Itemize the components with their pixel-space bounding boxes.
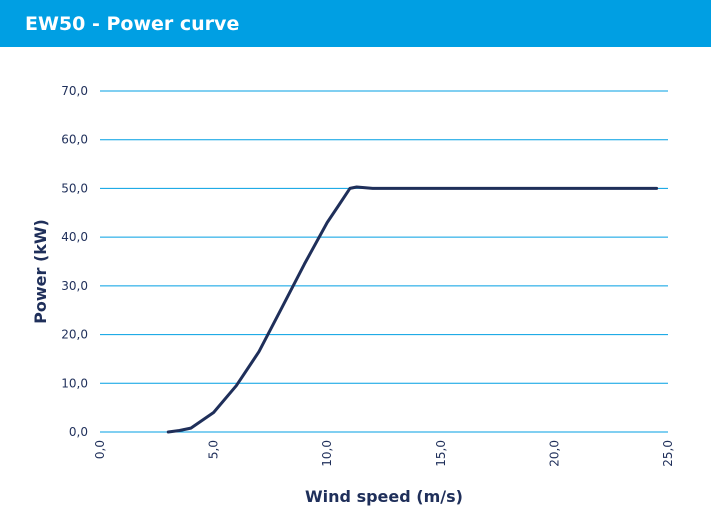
y-tick-label: 70,0 — [61, 84, 88, 98]
x-tick-label: 25,0 — [661, 440, 675, 467]
y-tick-label: 40,0 — [61, 230, 88, 244]
y-tick-label: 30,0 — [61, 279, 88, 293]
chart-header: EW50 - Power curve — [0, 0, 711, 47]
series-layer — [166, 185, 659, 434]
x-tick-label: 0,0 — [93, 440, 107, 459]
x-axis-title: Wind speed (m/s) — [305, 487, 463, 506]
x-tick-label: 20,0 — [547, 440, 561, 467]
x-tick-label: 15,0 — [434, 440, 448, 467]
y-tick-labels: 0,0 10,0 20,0 30,0 40,0 50,0 60,0 70,0 — [61, 84, 88, 439]
grid-lines — [100, 90, 668, 433]
y-tick-label: 10,0 — [61, 376, 88, 390]
chart-title: EW50 - Power curve — [25, 13, 240, 35]
y-tick-label: 50,0 — [61, 181, 88, 195]
x-tick-label: 5,0 — [207, 440, 221, 459]
x-tick-labels: 0,0 5,0 10,0 15,0 20,0 25,0 — [93, 440, 675, 467]
y-tick-label: 0,0 — [69, 425, 88, 439]
y-tick-label: 20,0 — [61, 328, 88, 342]
x-tick-label: 10,0 — [320, 440, 334, 467]
power-curve-line — [166, 185, 659, 434]
y-tick-label: 60,0 — [61, 133, 88, 147]
y-axis-title: Power (kW) — [31, 219, 50, 324]
